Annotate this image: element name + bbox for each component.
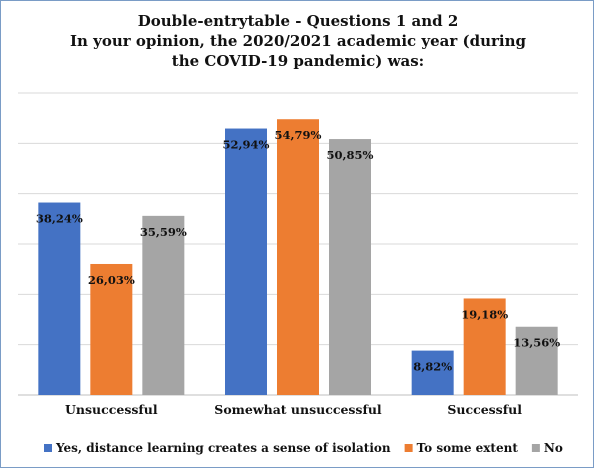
chart-title-line-2: In your opinion, the 2020/2021 academic … (70, 32, 526, 50)
chart-title-line-3: the COVID-19 pandemic) was: (172, 52, 424, 70)
bar (225, 128, 267, 395)
data-label: 13,56% (513, 336, 560, 350)
category-labels: Unsuccessful Somewhat unsuccessful Success… (65, 402, 522, 417)
legend-label: To some extent (417, 441, 519, 455)
category-label: Somewhat unsuccessful (214, 402, 382, 417)
category-label: Unsuccessful (65, 402, 158, 417)
legend-swatch (44, 444, 52, 452)
bar (277, 119, 319, 395)
bar (515, 326, 558, 395)
legend: Yes, distance learning creates a sense o… (44, 441, 563, 455)
data-labels: 38,24% 26,03% 35,59% 52,94% 54,79% 50,85% 8,82… (36, 128, 560, 373)
bar (329, 139, 371, 395)
legend-item: No (531, 441, 563, 455)
legend-swatch (531, 444, 540, 452)
chart-title: Double-entrytable - Questions 1 and 2 In… (70, 12, 526, 70)
bar (463, 298, 506, 395)
bar (142, 215, 185, 395)
legend-item: To some extent (404, 441, 519, 455)
bar (90, 263, 133, 395)
legend-label: No (544, 441, 563, 455)
bar (38, 202, 81, 395)
legend-label: Yes, distance learning creates a sense o… (55, 441, 391, 455)
legend-item: Yes, distance learning creates a sense o… (44, 441, 391, 455)
category-label: Successful (447, 402, 522, 417)
data-label: 19,18% (461, 307, 508, 321)
bar (411, 350, 454, 395)
data-label: 8,82% (413, 360, 452, 374)
data-label: 38,24% (36, 212, 83, 226)
data-label: 35,59% (140, 225, 187, 239)
legend-swatch (404, 444, 413, 452)
data-label: 52,94% (223, 138, 270, 152)
data-label: 50,85% (327, 148, 374, 162)
chart-title-line-1: Double-entrytable - Questions 1 and 2 (138, 12, 459, 30)
data-label: 54,79% (275, 128, 322, 142)
data-label: 26,03% (88, 273, 135, 287)
bars (38, 119, 558, 395)
